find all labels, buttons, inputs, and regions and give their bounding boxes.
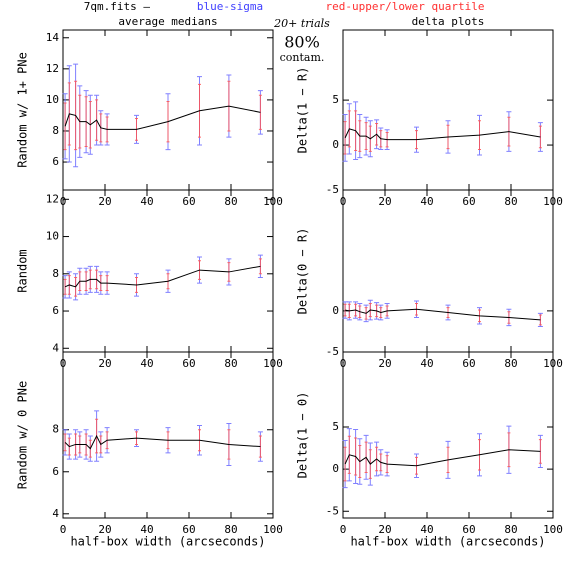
header-sigma: blue-sigma xyxy=(197,0,263,13)
y-tick-label: 8 xyxy=(52,124,59,137)
header-quartile: red-upper/lower quartile xyxy=(326,0,485,13)
x-tick-label: 100 xyxy=(263,523,283,536)
x-tick-label: 80 xyxy=(224,357,237,370)
y-tick-label: 14 xyxy=(46,31,60,44)
y-axis-label: Random w/ 1+ PNe xyxy=(16,52,30,168)
x-tick-label: 40 xyxy=(420,357,433,370)
median-line xyxy=(64,265,261,288)
y-tick-label: 12 xyxy=(46,62,59,75)
quartile-error-bar xyxy=(63,433,67,452)
x-tick-label: 60 xyxy=(462,523,475,536)
x-tick-label: 40 xyxy=(140,523,153,536)
quartile-error-bar xyxy=(258,435,262,458)
note-trials: 20+ trials xyxy=(273,17,330,30)
y-axis-label: Delta(0 − R) xyxy=(296,228,310,315)
x-tick-label: 40 xyxy=(420,195,433,208)
x-tick-label: 20 xyxy=(98,357,111,370)
y-axis-label: Random xyxy=(16,249,30,292)
y-axis-label: Delta(1 − R) xyxy=(296,67,310,154)
median-line xyxy=(344,128,541,141)
y-tick-label: 5 xyxy=(332,420,339,433)
x-tick-label: 60 xyxy=(182,357,195,370)
y-tick-label: 0 xyxy=(332,304,339,317)
y-tick-label: -5 xyxy=(326,345,339,358)
x-tick-label: 60 xyxy=(462,357,475,370)
x-axis-label: half-box width (arcseconds) xyxy=(350,535,545,549)
x-tick-label: 20 xyxy=(378,357,391,370)
x-tick-label: 40 xyxy=(140,195,153,208)
x-tick-label: 80 xyxy=(224,195,237,208)
x-tick-label: 80 xyxy=(504,357,517,370)
y-axis-label: Random w/ 0 PNe xyxy=(16,381,30,489)
panel-frame xyxy=(342,351,554,519)
median-line xyxy=(64,105,261,130)
x-tick-label: 60 xyxy=(462,195,475,208)
panel-frame xyxy=(342,189,554,353)
y-tick-label: 0 xyxy=(332,138,339,151)
panel-frame xyxy=(342,29,554,191)
y-tick-label: 8 xyxy=(52,267,59,280)
x-tick-label: 100 xyxy=(543,523,563,536)
x-tick-label: 80 xyxy=(504,523,517,536)
y-tick-label: 0 xyxy=(332,462,339,475)
x-tick-label: 40 xyxy=(140,357,153,370)
x-tick-label: 20 xyxy=(378,195,391,208)
y-tick-label: 6 xyxy=(52,465,59,478)
y-tick-label: 10 xyxy=(46,93,59,106)
x-tick-label: 80 xyxy=(504,195,517,208)
panel-title: delta plots xyxy=(412,15,485,28)
y-tick-label: 4 xyxy=(52,341,59,354)
median-line xyxy=(64,434,261,450)
header-file: 7qm.fits – xyxy=(84,0,151,13)
x-tick-label: 60 xyxy=(182,523,195,536)
x-tick-label: 20 xyxy=(98,195,111,208)
note-contam: contam. xyxy=(280,51,325,64)
x-tick-label: 0 xyxy=(60,523,67,536)
y-tick-label: 6 xyxy=(52,304,59,317)
y-axis-label: Delta(1 − 0) xyxy=(296,392,310,479)
y-tick-label: 6 xyxy=(52,155,59,168)
note-percent: 80% xyxy=(284,33,320,52)
median-line xyxy=(345,308,541,321)
quartile-error-bar xyxy=(538,125,542,149)
y-tick-label: 12 xyxy=(46,192,59,205)
y-tick-label: 8 xyxy=(52,423,59,436)
median-line xyxy=(344,449,541,467)
quartile-error-bar xyxy=(538,314,542,326)
x-tick-label: 20 xyxy=(378,523,391,536)
x-axis-label: half-box width (arcseconds) xyxy=(70,535,265,549)
y-tick-label: -5 xyxy=(326,504,339,517)
x-tick-label: 20 xyxy=(98,523,111,536)
panel-title: average medians xyxy=(118,15,217,28)
x-tick-label: 40 xyxy=(420,523,433,536)
y-tick-label: 4 xyxy=(52,507,59,520)
quartile-error-bar xyxy=(538,439,542,464)
x-tick-label: 60 xyxy=(182,195,195,208)
y-tick-label: 5 xyxy=(332,93,339,106)
y-tick-label: -5 xyxy=(326,183,339,196)
x-tick-label: 0 xyxy=(340,523,347,536)
x-tick-label: 80 xyxy=(224,523,237,536)
panel-frame xyxy=(62,351,274,519)
y-tick-label: 10 xyxy=(46,230,59,243)
quartile-error-bar xyxy=(63,102,67,151)
